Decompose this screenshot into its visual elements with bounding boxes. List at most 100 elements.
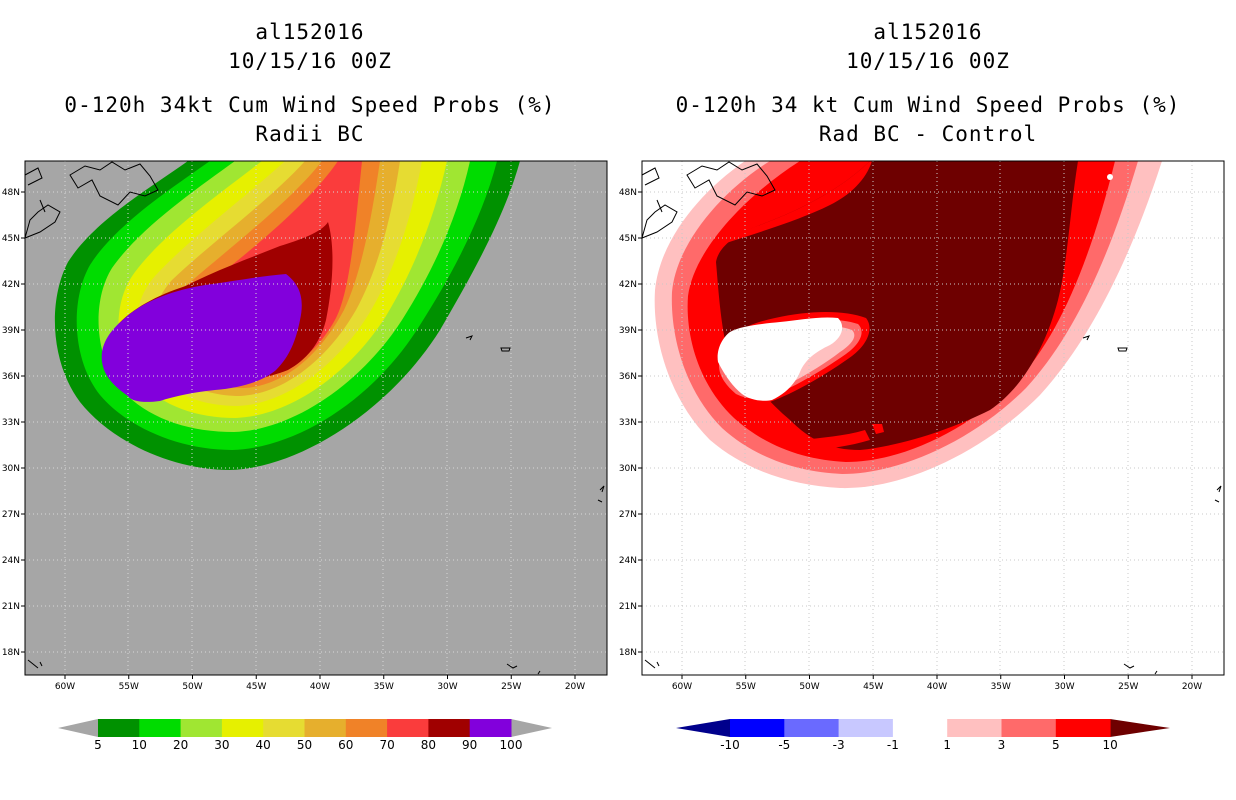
right-subtitle: Rad BC - Control [818,122,1038,146]
colorbar-label: 10 [132,738,147,752]
colorbar-label: 5 [1052,738,1060,752]
colorbar-extend-high [1110,719,1170,737]
lat-tick-label: 48N [619,188,637,198]
right-gridlines [642,161,1224,675]
left-gridlines [25,161,607,675]
lon-tick-label: 40W [310,682,330,692]
colorbar-label: -1 [887,738,899,752]
colorbar-swatch [304,719,347,737]
colorbar-swatch [428,719,471,737]
lon-tick-label: 30W [437,682,457,692]
lon-tick-label: 50W [799,682,819,692]
right-colorbar: -10 -5 -3 -1 1 3 5 10 [676,719,1170,752]
colorbar-label: 90 [462,738,477,752]
lat-tick-label: 24N [619,556,637,566]
lat-tick-label: 30N [2,464,20,474]
colorbar-swatch [263,719,305,737]
colorbar-label: 60 [338,738,353,752]
lat-tick-label: 39N [619,326,637,336]
left-lat-ticks: 48N 45N 42N 39N 36N 33N 30N 27N 24N 21N 18N [2,188,25,658]
lat-tick-label: 42N [2,280,20,290]
lat-tick-label: 24N [2,556,20,566]
colorbar-swatch [947,719,1002,737]
lat-tick-label: 18N [619,648,637,658]
lat-tick-label: 27N [619,510,637,520]
lon-tick-label: 20W [1182,682,1202,692]
lon-tick-label: 50W [182,682,202,692]
left-date-time: 10/15/16 00Z [228,49,392,73]
colorbar-label: 3 [998,738,1006,752]
colorbar-extend-low [676,719,730,737]
lon-tick-label: 45W [863,682,883,692]
left-product: 0-120h 34kt Cum Wind Speed Probs (%) [64,93,556,117]
colorbar-swatch [1055,719,1111,737]
lon-tick-label: 55W [736,682,756,692]
diff-5-notch [800,424,884,450]
diff-speck [1107,174,1113,180]
right-map: 60W 55W 50W 45W 40W 35W 30W 25W 20W 48N 45N 42N 39N… [619,160,1225,692]
lon-tick-label: 40W [927,682,947,692]
colorbar-label: 5 [94,738,102,752]
colorbar-label: 10 [1102,738,1117,752]
left-panel-title: al152016 10/15/16 00Z 0-120h 34kt Cum Wi… [20,18,600,149]
right-map-frame [641,160,1225,676]
left-probability-field [54,161,520,470]
right-difference-field [654,161,1162,489]
colorbar-swatch [469,719,512,737]
colorbar-extend-low [58,719,98,737]
lat-tick-label: 39N [2,326,20,336]
colorbar-label: -3 [833,738,845,752]
lon-tick-label: 20W [565,682,585,692]
right-date-time: 10/15/16 00Z [846,49,1010,73]
colorbar-extend-high [511,719,552,737]
right-storm-id: al152016 [873,20,983,44]
left-map: 60W 55W 50W 45W 40W 35W 30W 25W 20W 48N 45N 42N 39N… [2,160,608,692]
lat-tick-label: 18N [2,648,20,658]
colorbar-label: -5 [778,738,790,752]
lat-tick-label: 48N [2,188,20,198]
left-subtitle: Radii BC [255,122,365,146]
lon-tick-label: 55W [119,682,139,692]
colorbar-swatch [180,719,223,737]
lat-tick-label: 42N [619,280,637,290]
diff-neutral [717,317,843,401]
lon-tick-label: 60W [672,682,692,692]
colorbar-label: 1 [943,738,951,752]
lat-tick-label: 45N [619,234,637,244]
left-coastlines [24,161,605,675]
lat-tick-label: 27N [2,510,20,520]
lat-tick-label: 30N [619,464,637,474]
colorbar-swatch [892,719,948,737]
colorbar-label: 100 [500,738,523,752]
colorbar-swatch [98,719,140,737]
lat-tick-label: 36N [619,372,637,382]
left-map-frame [24,160,608,676]
left-colorbar: 5 10 20 30 40 50 60 70 80 90 100 [58,719,552,752]
right-lat-ticks: 48N 45N 42N 39N 36N 33N 30N 27N 24N 21N 18N [619,188,642,658]
lon-tick-label: 35W [991,682,1011,692]
lon-tick-label: 35W [374,682,394,692]
lon-tick-label: 60W [55,682,75,692]
lon-tick-label: 45W [246,682,266,692]
lon-tick-label: 25W [501,682,521,692]
right-panel-title: al152016 10/15/16 00Z 0-120h 34 kt Cum W… [638,18,1218,149]
lat-tick-label: 21N [619,602,637,612]
lat-tick-label: 33N [619,418,637,428]
right-coastlines [641,161,1222,675]
colorbar-swatch [221,719,264,737]
colorbar-swatch [139,719,182,737]
colorbar-label: 40 [256,738,271,752]
lat-tick-label: 45N [2,234,20,244]
colorbar-label: 50 [297,738,312,752]
lon-tick-label: 30W [1054,682,1074,692]
colorbar-label: 30 [214,738,229,752]
colorbar-swatch [838,719,894,737]
colorbar-label: 20 [173,738,188,752]
colorbar-label: 70 [379,738,394,752]
right-lon-ticks: 60W 55W 50W 45W 40W 35W 30W 25W 20W [672,675,1202,692]
colorbar-swatch [345,719,388,737]
right-product: 0-120h 34 kt Cum Wind Speed Probs (%) [675,93,1181,117]
colorbar-label: -10 [720,738,740,752]
diff-5-inner [720,161,872,245]
